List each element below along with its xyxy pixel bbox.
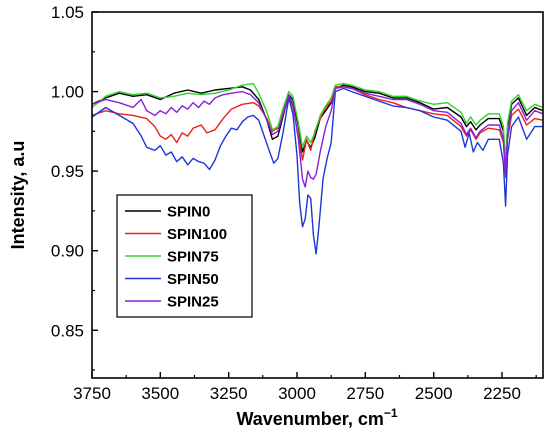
series-line-spin25	[91, 86, 544, 188]
x-tick-label: 2250	[483, 384, 521, 403]
x-tick-label: 3750	[73, 384, 111, 403]
x-axis-title-superscript: −1	[384, 406, 398, 420]
y-tick-label: 0.85	[51, 321, 84, 340]
x-tick-label: 2750	[346, 384, 384, 403]
legend: SPIN0 SPIN100 SPIN75 SPIN50 SPIN25	[116, 194, 253, 318]
y-tick-label: 0.90	[51, 242, 84, 261]
x-axis-title-main: Wavenumber, cm	[236, 409, 383, 429]
y-tick-label: 0.95	[51, 162, 84, 181]
legend-label-spin75: SPIN75	[167, 249, 219, 266]
x-tick-label: 3000	[278, 384, 316, 403]
legend-label-spin0: SPIN0	[167, 204, 210, 221]
legend-label-spin100: SPIN100	[167, 226, 227, 243]
x-tick-label: 3500	[141, 384, 179, 403]
legend-label-spin50: SPIN50	[167, 271, 219, 288]
axis-ticks: 3750 3500 3250 3000 2750 2500 2250 0.85 0.90 0.95…	[51, 3, 537, 403]
y-tick-label: 1.00	[51, 83, 84, 102]
series-line-spin50	[91, 87, 543, 255]
legend-label-spin25: SPIN25	[167, 294, 219, 311]
x-axis-title: Wavenumber, cm−1	[236, 406, 397, 429]
x-tick-label: 3250	[210, 384, 248, 403]
series-line-spin0	[91, 84, 544, 171]
plot-frame	[91, 11, 544, 379]
series-line-spin75	[91, 82, 544, 166]
y-axis-title: Intensity, a.u	[8, 141, 28, 250]
series-lines	[91, 82, 544, 255]
series-line-spin100	[91, 86, 544, 179]
y-tick-label: 1.05	[51, 3, 84, 22]
x-tick-label: 2500	[415, 384, 453, 403]
